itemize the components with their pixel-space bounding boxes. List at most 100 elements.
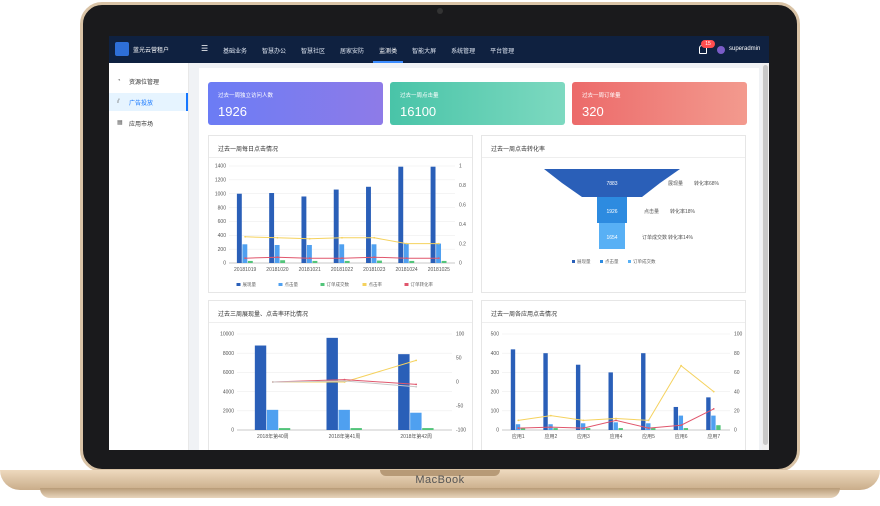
x-tick-label: 应用7 bbox=[707, 433, 720, 440]
panel-title: 过去一周点击转化率 bbox=[491, 147, 546, 153]
series-point bbox=[615, 417, 617, 420]
scrollbar-thumb[interactable] bbox=[763, 65, 768, 445]
bar bbox=[236, 193, 242, 263]
y-tick-label: 4000 bbox=[223, 389, 234, 395]
grid-icon: ▦ bbox=[117, 120, 123, 126]
bar bbox=[678, 415, 684, 430]
legend-swatch bbox=[236, 283, 241, 286]
y-tick-label: 1400 bbox=[215, 164, 226, 170]
y-tick-label: 600 bbox=[218, 219, 227, 225]
series-point bbox=[415, 359, 418, 362]
nav-item-active[interactable]: 监测类 bbox=[373, 36, 404, 63]
bar bbox=[441, 260, 447, 263]
series-point bbox=[405, 242, 408, 245]
scrollbar[interactable] bbox=[762, 63, 769, 450]
series-point bbox=[341, 257, 343, 260]
panel-funnel: 过去一周点击转化率 7883 1926 1654 展现量 转化率68% 点击量 转化率18%… bbox=[481, 135, 746, 293]
series-point bbox=[276, 236, 279, 239]
series-point bbox=[582, 419, 585, 422]
legend-swatch bbox=[320, 283, 325, 286]
stat-card-visitors: 过去一周独立访问人数 1926 bbox=[208, 82, 383, 125]
series-point bbox=[343, 380, 346, 382]
stat-card-orders: 过去一周订单量 320 bbox=[572, 82, 747, 125]
menu-toggle-icon[interactable]: ☰ bbox=[201, 44, 209, 53]
sidebar-item-label: 应用市场 bbox=[129, 121, 154, 128]
nav-item[interactable]: 平台管理 bbox=[490, 49, 515, 55]
bar bbox=[326, 337, 338, 430]
series-point bbox=[244, 257, 247, 260]
panel-divider bbox=[209, 322, 472, 323]
panel-divider bbox=[209, 157, 472, 158]
avatar[interactable] bbox=[717, 46, 725, 54]
y2-tick-label: 20 bbox=[734, 409, 740, 415]
y2-tick-label: 0.6 bbox=[459, 203, 466, 209]
x-tick-label: 20181020 bbox=[266, 267, 288, 273]
bar bbox=[344, 260, 350, 263]
y-tick-label: 500 bbox=[491, 332, 500, 338]
y-tick-label: 200 bbox=[491, 389, 500, 395]
bar bbox=[306, 244, 312, 263]
legend-label: 订单成交数 bbox=[327, 281, 350, 288]
bar bbox=[242, 244, 248, 263]
nav-item[interactable]: 智能大屏 bbox=[412, 49, 437, 55]
main-nav: 基础业务 智慧办公 智慧社区 居家安防 监测类 智能大屏 系统管理 平台管理 bbox=[217, 36, 523, 63]
legend-label: 点击率 bbox=[369, 281, 383, 288]
series-point bbox=[647, 419, 650, 422]
legend-label: 订单转化率 bbox=[411, 281, 434, 288]
series-point bbox=[680, 364, 683, 367]
bar bbox=[269, 193, 275, 263]
bar bbox=[312, 260, 318, 263]
series-point bbox=[373, 236, 376, 239]
stat-title: 过去一周点击量 bbox=[400, 93, 439, 99]
x-tick-label: 应用1 bbox=[512, 433, 525, 440]
sidebar-item-ads[interactable]: ⫽ 广告投放 bbox=[109, 93, 188, 111]
legend-label: 订单成交数 bbox=[633, 258, 656, 265]
x-tick-label: 应用5 bbox=[642, 433, 655, 440]
y2-tick-label: 80 bbox=[734, 351, 740, 357]
device-brand: MacBook bbox=[415, 474, 465, 486]
x-tick-label: 20181023 bbox=[363, 267, 385, 273]
bar bbox=[301, 196, 307, 263]
series-point bbox=[437, 257, 440, 260]
laptop-foot bbox=[40, 488, 840, 498]
panel-title: 过去三周展现量、点击率环比情况 bbox=[218, 312, 309, 318]
bar bbox=[553, 428, 558, 430]
bar bbox=[543, 353, 548, 430]
legend-label: 点击量 bbox=[285, 281, 299, 288]
sidebar-item-resources[interactable]: ◔ 资源位管理 bbox=[109, 72, 188, 90]
bar bbox=[371, 244, 377, 263]
funnel-value: 1926 bbox=[606, 209, 617, 215]
sidebar-item-market[interactable]: ▦ 应用市场 bbox=[109, 114, 188, 132]
top-bar: 蓝光云营租户 ☰ 基础业务 智慧办公 智慧社区 居家安防 监测类 智能大屏 系统… bbox=[109, 36, 769, 63]
nav-item[interactable]: 基础业务 bbox=[223, 49, 248, 55]
user-name[interactable]: superadmin bbox=[729, 46, 761, 52]
nav-item[interactable]: 智慧办公 bbox=[262, 49, 287, 55]
bar bbox=[280, 260, 286, 263]
y2-tick-label: 0.8 bbox=[459, 183, 466, 189]
nav-item[interactable]: 系统管理 bbox=[451, 49, 476, 55]
y2-tick-label: 0 bbox=[734, 428, 737, 434]
legend-swatch bbox=[600, 260, 603, 263]
y2-tick-label: 40 bbox=[734, 389, 740, 395]
bar bbox=[422, 428, 434, 430]
bar bbox=[510, 349, 516, 430]
funnel-label: 点击量 bbox=[644, 208, 659, 215]
stat-card-clicks: 过去一周点击量 16100 bbox=[390, 82, 565, 125]
y2-tick-label: 0.2 bbox=[459, 241, 466, 247]
panel-divider bbox=[482, 157, 745, 158]
x-tick-label: 2018年第40周 bbox=[257, 433, 289, 440]
legend-label: 展现量 bbox=[577, 258, 591, 265]
x-tick-label: 应用3 bbox=[577, 433, 590, 440]
bar bbox=[436, 243, 442, 263]
app-title: 蓝光云营租户 bbox=[133, 48, 170, 54]
nav-item[interactable]: 智慧社区 bbox=[301, 49, 326, 55]
nav-item[interactable]: 居家安防 bbox=[340, 49, 365, 55]
legend-swatch bbox=[278, 283, 283, 286]
bar bbox=[398, 166, 404, 263]
x-tick-label: 应用2 bbox=[544, 433, 557, 440]
y-tick-label: 0 bbox=[231, 428, 234, 434]
x-tick-label: 2018年第41周 bbox=[329, 433, 361, 440]
